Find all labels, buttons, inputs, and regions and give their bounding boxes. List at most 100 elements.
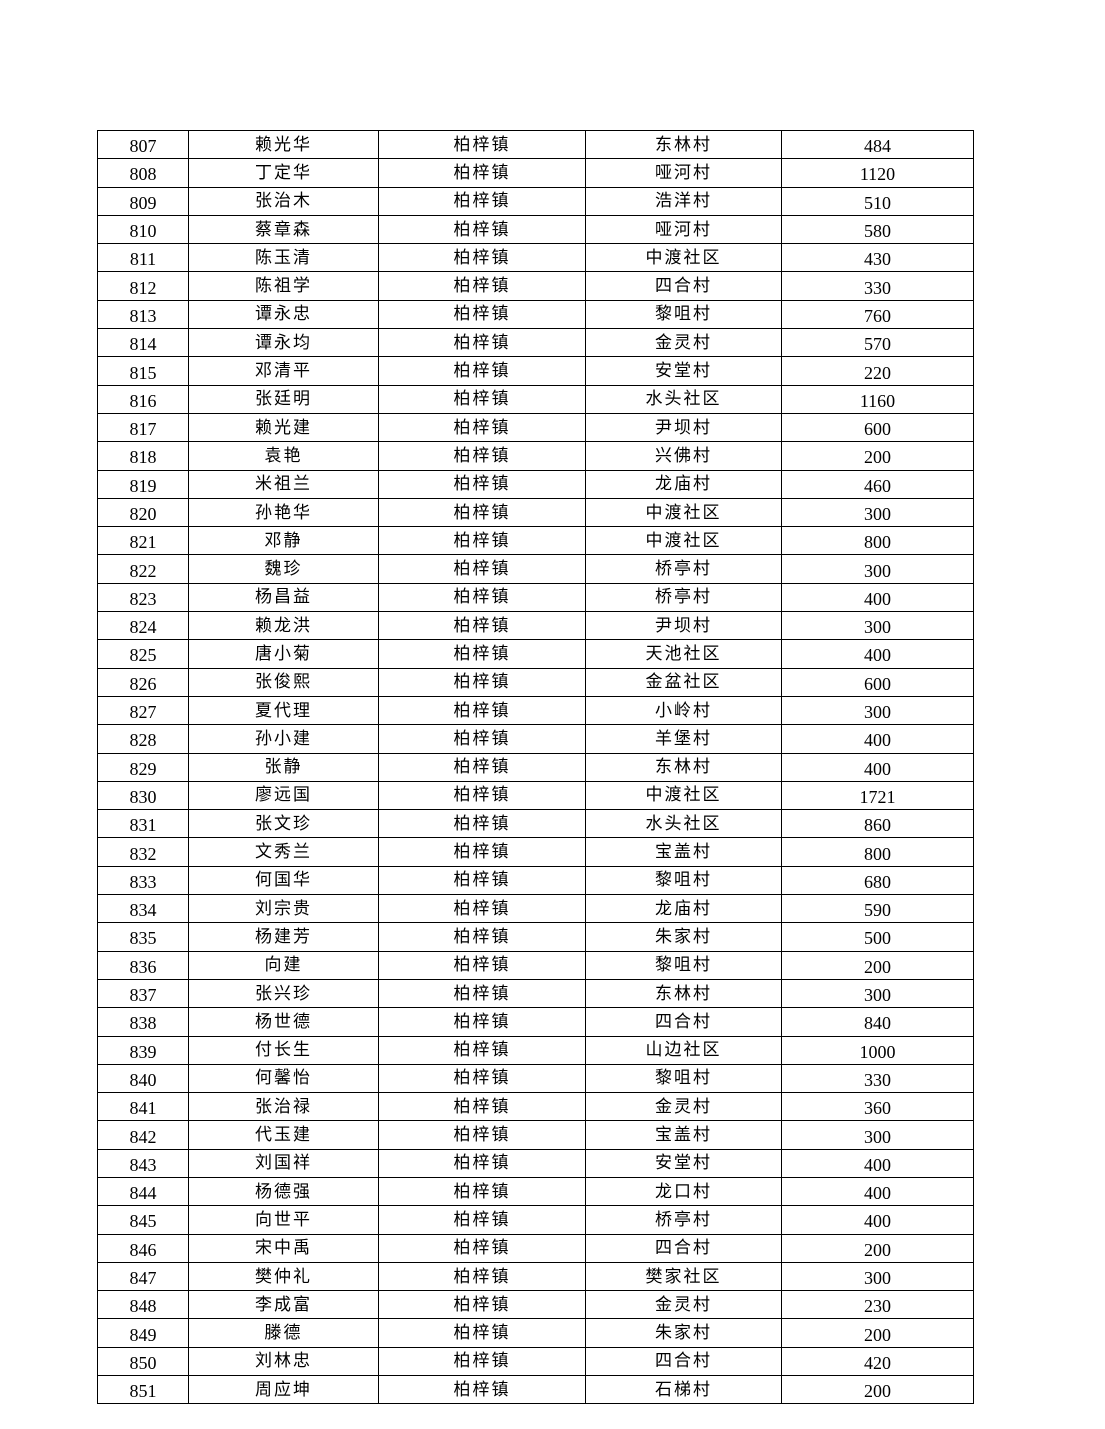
amount-cell: 400 xyxy=(781,752,974,782)
amount-cell: 300 xyxy=(781,1120,974,1150)
table-row: 845 向世平 柏梓镇 桥亭村 400 xyxy=(97,1205,974,1235)
row-number-cell: 816 xyxy=(97,384,189,414)
town-cell: 柏梓镇 xyxy=(378,724,586,754)
amount-cell: 430 xyxy=(781,243,974,273)
person-name-cell: 丁定华 xyxy=(188,158,379,188)
amount-cell: 330 xyxy=(781,271,974,301)
table-row: 820 孙艳华 柏梓镇 中渡社区 300 xyxy=(97,497,974,528)
table-row: 816 张廷明 柏梓镇 水头社区 1160 xyxy=(97,384,974,414)
row-number-cell: 825 xyxy=(97,639,189,669)
table-row: 849 滕德 柏梓镇 朱家村 200 xyxy=(97,1318,974,1348)
town-cell: 柏梓镇 xyxy=(378,809,586,839)
amount-cell: 570 xyxy=(781,328,974,358)
amount-cell: 600 xyxy=(781,412,974,443)
row-number-cell: 832 xyxy=(97,837,189,867)
village-cell: 浩洋村 xyxy=(585,186,782,216)
town-cell: 柏梓镇 xyxy=(378,129,586,160)
person-name-cell: 付长生 xyxy=(188,1035,379,1065)
row-number-cell: 834 xyxy=(97,894,189,924)
amount-cell: 420 xyxy=(781,1346,974,1377)
row-number-cell: 847 xyxy=(97,1261,189,1292)
town-cell: 柏梓镇 xyxy=(378,865,586,896)
village-cell: 山边社区 xyxy=(585,1035,782,1065)
row-number-cell: 826 xyxy=(97,667,189,697)
amount-cell: 800 xyxy=(781,837,974,867)
table-row: 826 张俊熙 柏梓镇 金盆社区 600 xyxy=(97,667,974,697)
village-cell: 金灵村 xyxy=(585,328,782,358)
row-number-cell: 820 xyxy=(97,497,189,528)
town-cell: 柏梓镇 xyxy=(378,526,586,556)
village-cell: 水头社区 xyxy=(585,809,782,839)
row-number-cell: 810 xyxy=(97,214,189,245)
person-name-cell: 张廷明 xyxy=(188,384,379,414)
amount-cell: 680 xyxy=(781,865,974,896)
amount-cell: 600 xyxy=(781,667,974,697)
row-number-cell: 846 xyxy=(97,1233,189,1263)
town-cell: 柏梓镇 xyxy=(378,1007,586,1037)
village-cell: 龙庙村 xyxy=(585,894,782,924)
row-number-cell: 811 xyxy=(97,243,189,273)
person-name-cell: 唐小菊 xyxy=(188,639,379,669)
amount-cell: 200 xyxy=(781,441,974,471)
row-number-cell: 823 xyxy=(97,582,189,613)
town-cell: 柏梓镇 xyxy=(378,837,586,867)
amount-cell: 860 xyxy=(781,809,974,839)
row-number-cell: 840 xyxy=(97,1063,189,1094)
amount-cell: 400 xyxy=(781,724,974,754)
amount-cell: 330 xyxy=(781,1063,974,1094)
amount-cell: 300 xyxy=(781,1261,974,1292)
town-cell: 柏梓镇 xyxy=(378,978,586,1009)
person-name-cell: 刘林忠 xyxy=(188,1346,379,1377)
village-cell: 中渡社区 xyxy=(585,526,782,556)
person-name-cell: 袁艳 xyxy=(188,441,379,471)
table-row: 835 杨建芳 柏梓镇 朱家村 500 xyxy=(97,922,974,952)
person-name-cell: 张治禄 xyxy=(188,1092,379,1122)
town-cell: 柏梓镇 xyxy=(378,1261,586,1292)
row-number-cell: 829 xyxy=(97,752,189,782)
row-number-cell: 815 xyxy=(97,356,189,386)
town-cell: 柏梓镇 xyxy=(378,922,586,952)
table-row: 836 向建 柏梓镇 黎咀村 200 xyxy=(97,950,974,980)
amount-cell: 1120 xyxy=(781,158,974,188)
amount-cell: 484 xyxy=(781,129,974,160)
town-cell: 柏梓镇 xyxy=(378,441,586,471)
data-table: 807 赖光华 柏梓镇 东林村 484 808 丁定华 柏梓镇 哑河村 1120 809 张治木 柏梓镇… xyxy=(97,129,974,1405)
row-number-cell: 838 xyxy=(97,1007,189,1037)
table-row: 842 代玉建 柏梓镇 宝盖村 300 xyxy=(97,1120,974,1150)
amount-cell: 400 xyxy=(781,582,974,613)
amount-cell: 1000 xyxy=(781,1035,974,1065)
amount-cell: 510 xyxy=(781,186,974,216)
town-cell: 柏梓镇 xyxy=(378,1375,586,1405)
row-number-cell: 817 xyxy=(97,412,189,443)
village-cell: 桥亭村 xyxy=(585,582,782,613)
row-number-cell: 822 xyxy=(97,554,189,584)
village-cell: 中渡社区 xyxy=(585,497,782,528)
amount-cell: 200 xyxy=(781,1375,974,1405)
table-body: 807 赖光华 柏梓镇 东林村 484 808 丁定华 柏梓镇 哑河村 1120 809 张治木 柏梓镇… xyxy=(97,129,974,1405)
village-cell: 天池社区 xyxy=(585,639,782,669)
row-number-cell: 850 xyxy=(97,1346,189,1377)
amount-cell: 300 xyxy=(781,695,974,726)
table-row: 851 周应坤 柏梓镇 石梯村 200 xyxy=(97,1375,974,1405)
table-row: 824 赖龙洪 柏梓镇 尹坝村 300 xyxy=(97,611,974,641)
amount-cell: 800 xyxy=(781,526,974,556)
town-cell: 柏梓镇 xyxy=(378,243,586,273)
village-cell: 东林村 xyxy=(585,978,782,1009)
village-cell: 安堂村 xyxy=(585,1148,782,1178)
person-name-cell: 杨德强 xyxy=(188,1176,379,1207)
village-cell: 桥亭村 xyxy=(585,1205,782,1235)
village-cell: 哑河村 xyxy=(585,158,782,188)
town-cell: 柏梓镇 xyxy=(378,412,586,443)
town-cell: 柏梓镇 xyxy=(378,554,586,584)
amount-cell: 400 xyxy=(781,639,974,669)
person-name-cell: 刘宗贵 xyxy=(188,894,379,924)
village-cell: 中渡社区 xyxy=(585,243,782,273)
row-number-cell: 831 xyxy=(97,809,189,839)
person-name-cell: 文秀兰 xyxy=(188,837,379,867)
row-number-cell: 849 xyxy=(97,1318,189,1348)
town-cell: 柏梓镇 xyxy=(378,1120,586,1150)
village-cell: 宝盖村 xyxy=(585,1120,782,1150)
village-cell: 石梯村 xyxy=(585,1375,782,1405)
village-cell: 黎咀村 xyxy=(585,865,782,896)
table-row: 831 张文珍 柏梓镇 水头社区 860 xyxy=(97,809,974,839)
